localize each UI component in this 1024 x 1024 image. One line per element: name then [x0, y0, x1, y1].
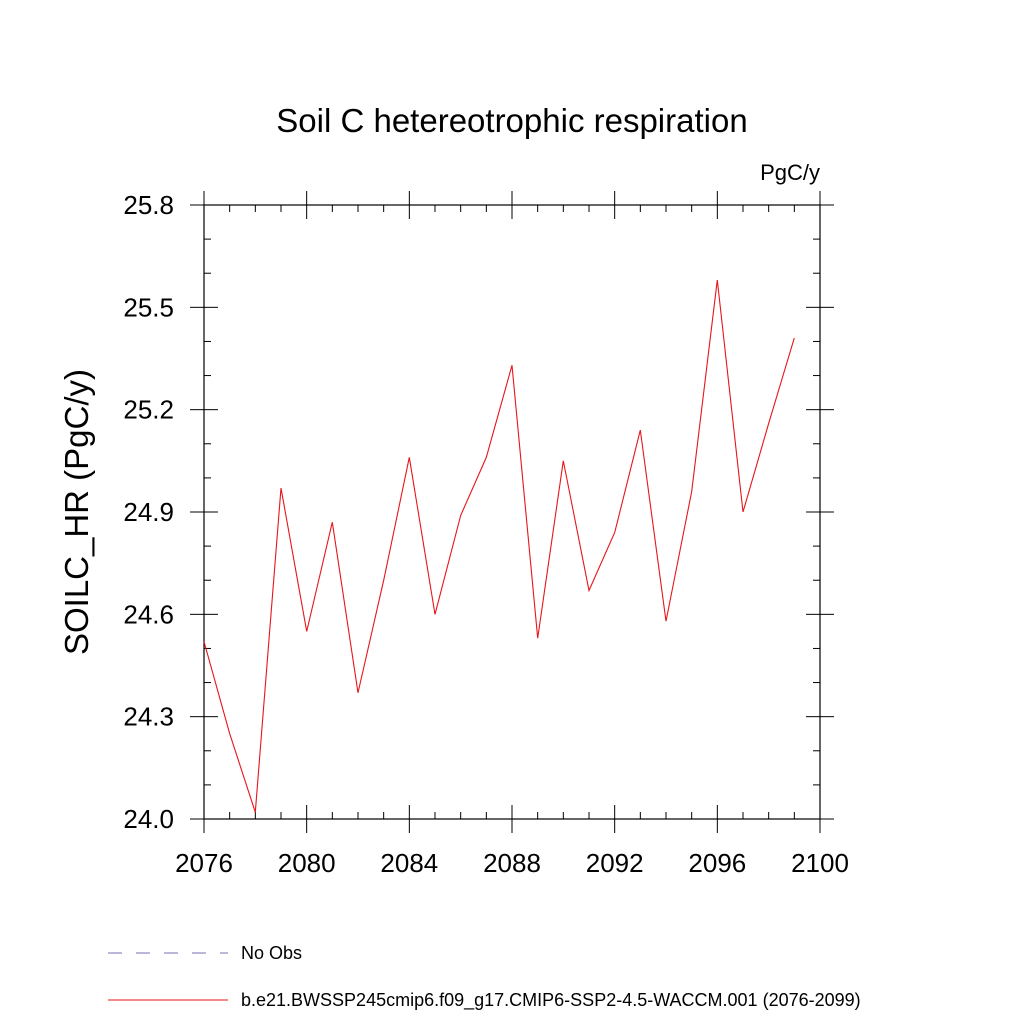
legend: No Obs b.e21.BWSSP245cmip6.f09_g17.CMIP6-…: [108, 943, 861, 1011]
x-tick-label: 2080: [278, 848, 336, 878]
y-tick-label: 24.3: [123, 702, 174, 732]
series-group: [203, 279, 795, 813]
x-tick-label: 2096: [688, 848, 746, 878]
units-label: PgC/y: [760, 160, 820, 185]
legend-label-1: b.e21.BWSSP245cmip6.f09_g17.CMIP6-SSP2-4…: [241, 990, 861, 1011]
x-tick-label: 2084: [380, 848, 438, 878]
y-tick-label: 25.8: [123, 190, 174, 220]
y-tick-label: 25.5: [123, 292, 174, 322]
y-tick-label: 24.9: [123, 497, 174, 527]
axis-ticks: 2076 2080 2084 2088 2092 2096 2100 24.0 24.3 24.6…: [123, 190, 849, 878]
x-tick-label: 2092: [586, 848, 644, 878]
series-line-0: [203, 279, 795, 813]
x-tick-label: 2076: [175, 848, 233, 878]
plot-frame: [203, 204, 821, 820]
x-tick-label: 2100: [791, 848, 849, 878]
x-tick-label: 2088: [483, 848, 541, 878]
y-tick-label: 25.2: [123, 395, 174, 425]
chart-title: Soil C hetereotrophic respiration: [276, 102, 747, 139]
legend-label-0: No Obs: [241, 943, 302, 963]
y-axis-label: SOILC_HR (PgC/y): [58, 369, 95, 655]
y-tick-label: 24.0: [123, 804, 174, 834]
y-tick-label: 24.6: [123, 599, 174, 629]
